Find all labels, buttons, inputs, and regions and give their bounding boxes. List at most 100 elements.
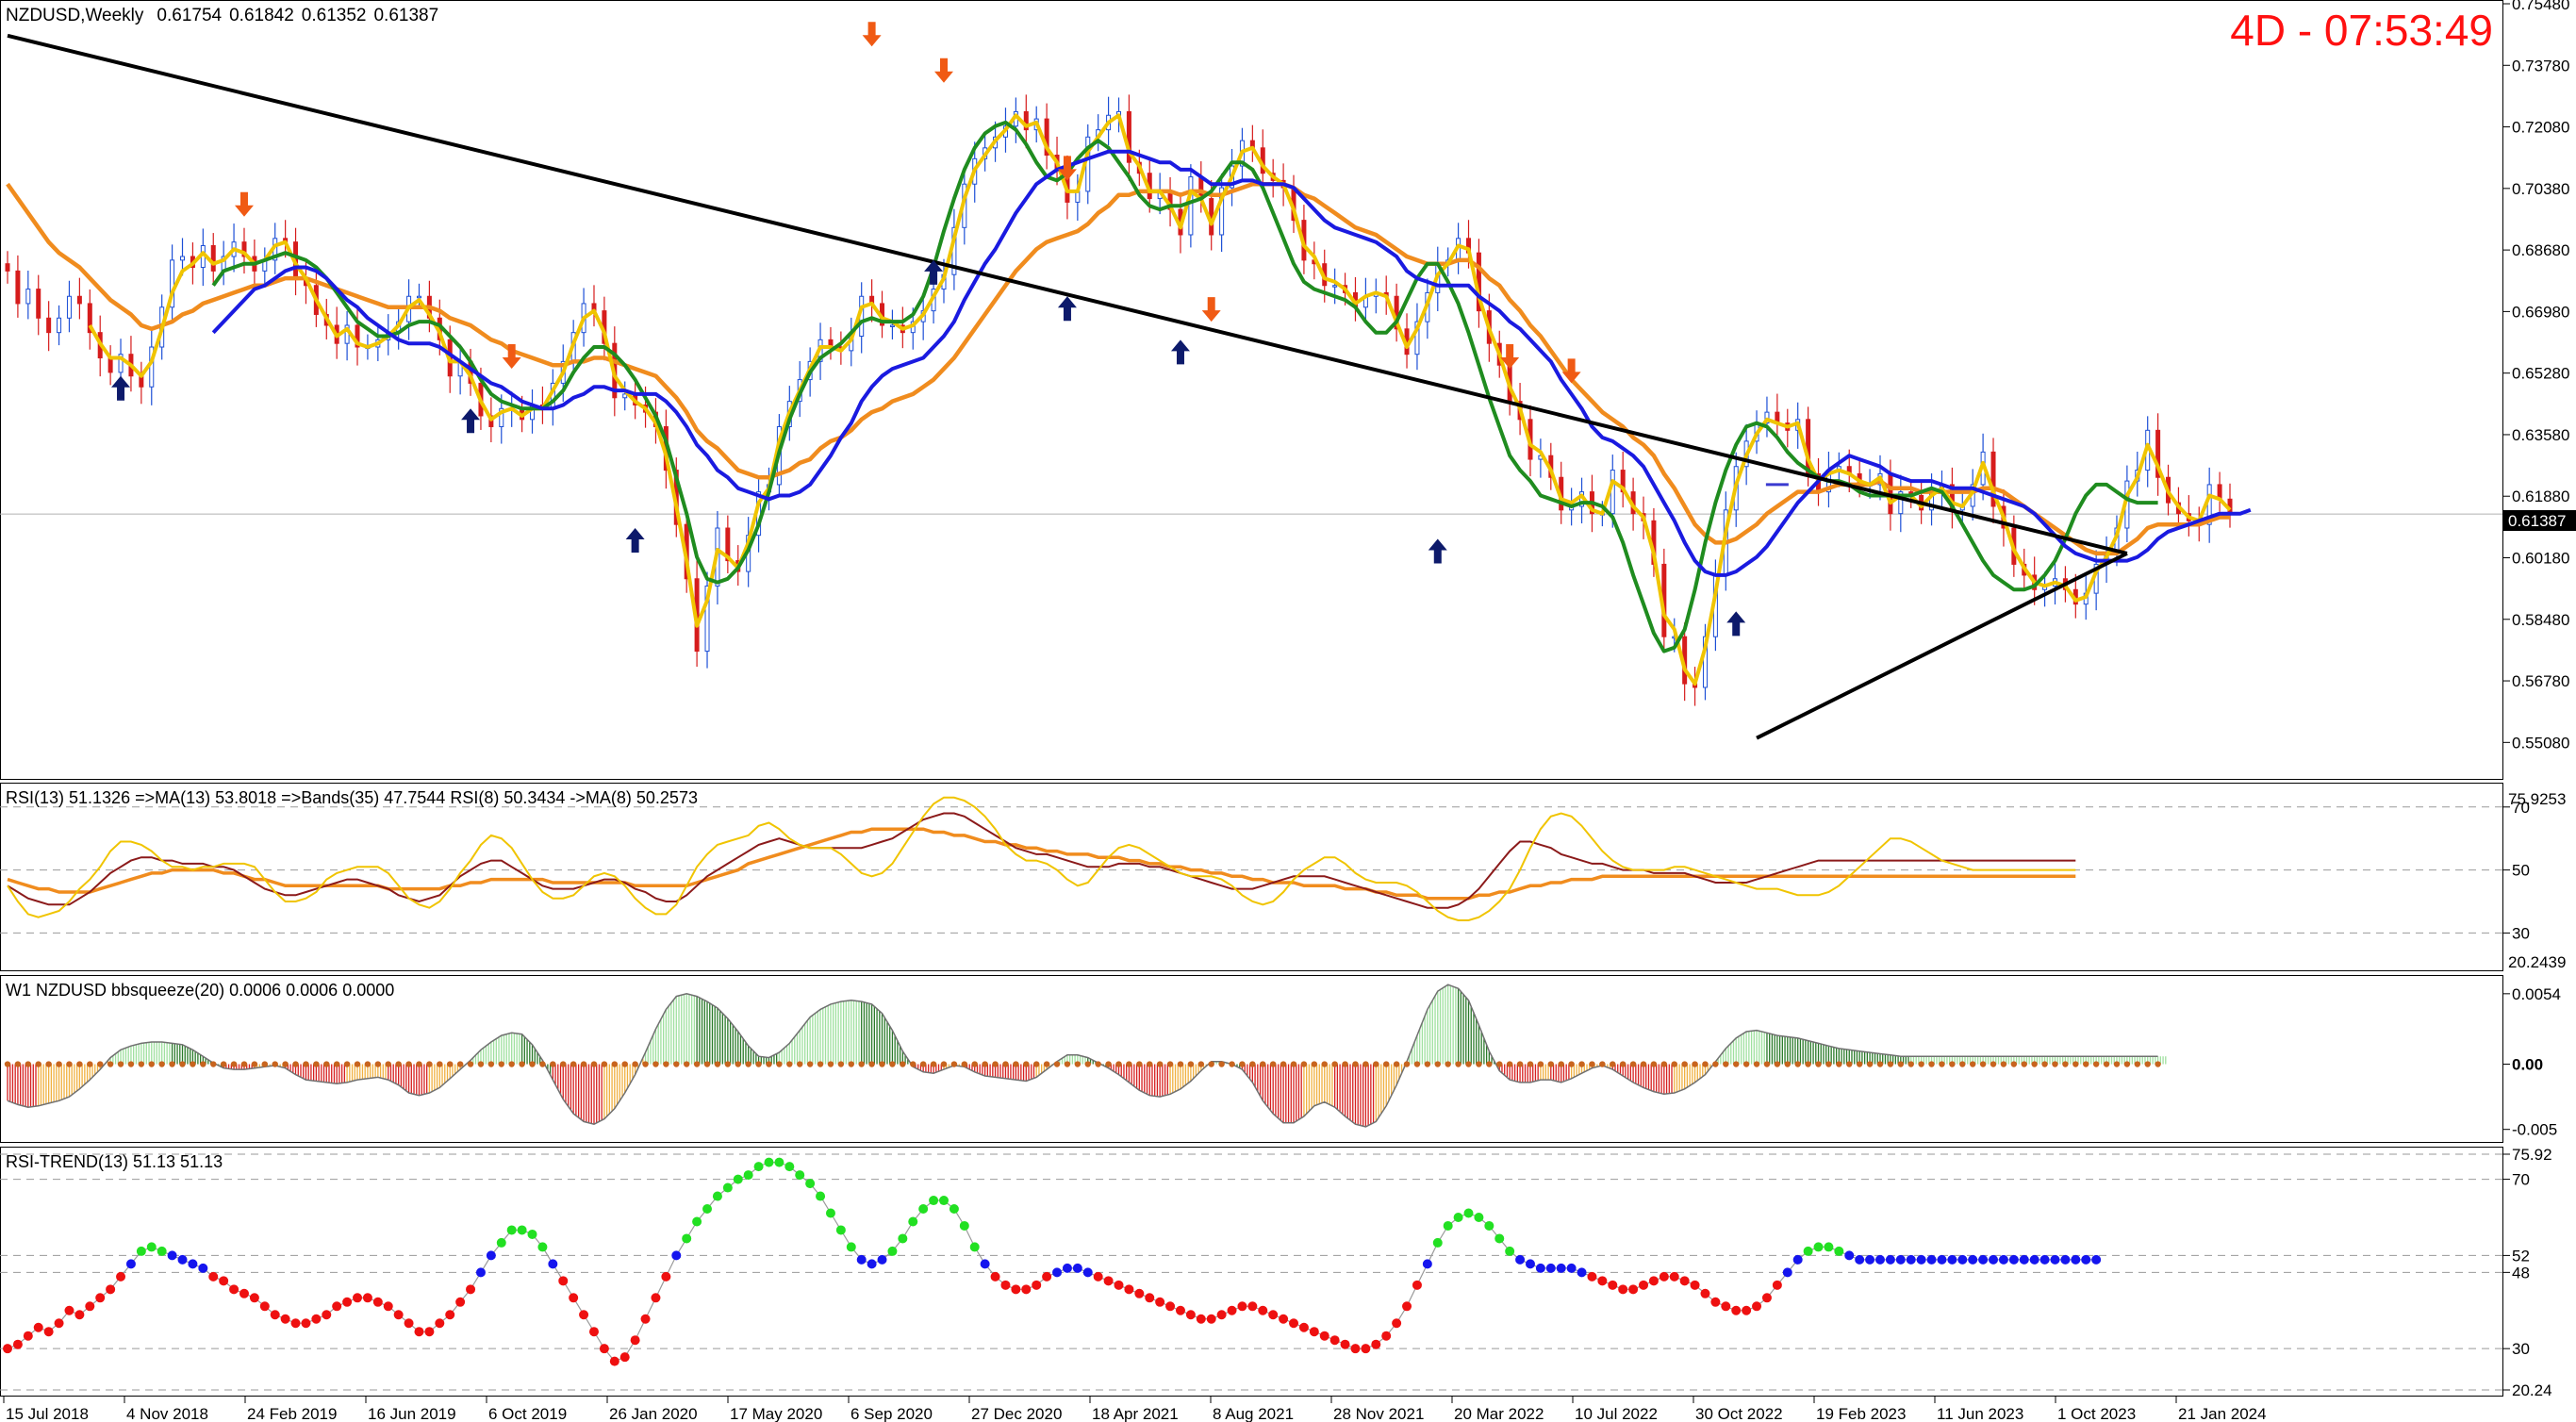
rsi-trend-dot [1742, 1305, 1752, 1315]
rsi-trend-dot [219, 1276, 229, 1286]
squeeze-dot [1362, 1061, 1369, 1067]
squeeze-dot [817, 1061, 824, 1067]
squeeze-dot [416, 1061, 422, 1067]
squeeze-dot [1589, 1061, 1595, 1067]
squeeze-dot [550, 1061, 556, 1067]
rsi-trend-dot [527, 1229, 537, 1239]
squeeze-dot [1352, 1061, 1359, 1067]
candle-body [76, 295, 82, 305]
squeeze-dot [282, 1061, 289, 1067]
rsi-trend-dot [569, 1293, 579, 1303]
squeeze-dot [374, 1061, 382, 1067]
rsi-trend-dot [764, 1157, 774, 1167]
squeeze-dot [1939, 1061, 1945, 1067]
squeeze-dot [87, 1061, 93, 1067]
squeeze-dot [683, 1061, 690, 1067]
rsi-trend-dot [805, 1179, 816, 1189]
squeeze-dot [889, 1061, 896, 1067]
candle-body [704, 585, 710, 653]
rsi-trend-dot [1577, 1267, 1587, 1278]
rsi-trend-dot [1340, 1339, 1350, 1349]
squeeze-dot [868, 1061, 875, 1067]
squeeze-dot [437, 1061, 443, 1067]
squeeze-dot [2052, 1061, 2058, 1067]
squeeze-dot [1774, 1061, 1781, 1067]
squeeze-dot [806, 1061, 814, 1067]
time-tick-label: 11 Jun 2023 [1937, 1405, 2023, 1422]
rsi-trend-dot [1535, 1263, 1545, 1273]
squeeze-dot [1496, 1061, 1503, 1067]
squeeze-dot [1887, 1061, 1894, 1067]
rsi-trend-dot [229, 1284, 239, 1295]
rsi-trend-dot [106, 1284, 116, 1295]
price-tick-label: 0.61880 [2512, 488, 2569, 505]
squeeze-dot [2144, 1061, 2151, 1067]
rsi-trend-dot [506, 1225, 517, 1235]
rsi-trend-dot [1525, 1259, 1535, 1269]
bb-outline [7, 984, 2158, 1128]
squeeze-dot [950, 1061, 958, 1067]
rsi-trend-dot [1196, 1314, 1206, 1324]
rsi-trend-dot [1772, 1280, 1782, 1290]
rsi-trend-dot [167, 1250, 177, 1261]
squeeze-dot [1269, 1061, 1277, 1067]
rsi-trend-dot [3, 1344, 12, 1354]
rsi-trend-dot [1885, 1254, 1895, 1265]
squeeze-dot [1476, 1061, 1482, 1067]
squeeze-dot [1311, 1061, 1318, 1067]
squeeze-dot [1629, 1061, 1637, 1067]
squeeze-dot [1650, 1061, 1658, 1067]
rsi-corner-low: 20.2439 [2508, 953, 2566, 971]
rsi-trend-dot [651, 1293, 661, 1303]
rsi-trend-dot [1319, 1331, 1329, 1341]
rsi-trend-dot [2091, 1254, 2102, 1265]
rsi-trend-dot [1515, 1254, 1526, 1265]
rsi-trend-dot [537, 1242, 548, 1252]
squeeze-dot [354, 1061, 361, 1067]
rsi-trend-dot [1865, 1254, 1875, 1265]
squeeze-dot [1403, 1061, 1411, 1067]
rsi-trend-dot [1545, 1263, 1556, 1273]
squeeze-dot [858, 1061, 865, 1067]
bb-tick-label: 0.00 [2512, 1056, 2543, 1074]
rsi-trend-dot [1679, 1276, 1690, 1286]
squeeze-dot [1084, 1061, 1091, 1067]
squeeze-dot [1064, 1061, 1071, 1067]
time-tick-label: 1 Oct 2023 [2057, 1405, 2136, 1422]
rsi-trend-dot [54, 1318, 64, 1329]
squeeze-dot [529, 1061, 536, 1067]
ohlc-open: 0.61754 [157, 6, 222, 25]
squeeze-dot [1166, 1061, 1174, 1067]
bb-tick-label: -0.005 [2512, 1121, 2557, 1139]
rsi-trend-dot [1855, 1254, 1865, 1265]
rsi-trend-dot [188, 1259, 198, 1269]
rsi-trend-dot [74, 1310, 85, 1320]
rsi-trend-tick-label: 75.92 [2512, 1146, 2552, 1164]
squeeze-dot [395, 1061, 402, 1067]
squeeze-dot [539, 1061, 546, 1067]
rsi-trend-dot [1874, 1254, 1885, 1265]
squeeze-dot [35, 1061, 41, 1067]
squeeze-dot [107, 1061, 114, 1067]
squeeze-dot [900, 1061, 906, 1067]
squeeze-dot [1321, 1061, 1328, 1067]
rsi-trend-dot [1494, 1233, 1505, 1244]
rsi-trend-dot [1114, 1280, 1124, 1290]
squeeze-dot [1342, 1061, 1348, 1067]
squeeze-dot [1445, 1061, 1451, 1067]
price-tick-label: 0.70380 [2512, 180, 2569, 198]
trendline-upper [7, 33, 2128, 555]
rsi-trend-dot [1628, 1284, 1639, 1295]
squeeze-dot [1187, 1061, 1195, 1067]
rsi-trend-dot [1237, 1301, 1247, 1312]
rsi-trend-dot [445, 1310, 455, 1320]
rsi-trend-dot [640, 1314, 651, 1324]
squeeze-dot [1280, 1061, 1287, 1067]
rsi-trend-dot [424, 1327, 435, 1337]
squeeze-dot [467, 1061, 474, 1067]
rsi-trend-tick-label: 52 [2512, 1247, 2530, 1265]
rsi-trend-dot [455, 1297, 466, 1307]
time-tick-label: 18 Apr 2021 [1092, 1405, 1179, 1422]
rsi-trend-tick-label: 70 [2512, 1171, 2530, 1189]
squeeze-dot [1610, 1061, 1616, 1067]
